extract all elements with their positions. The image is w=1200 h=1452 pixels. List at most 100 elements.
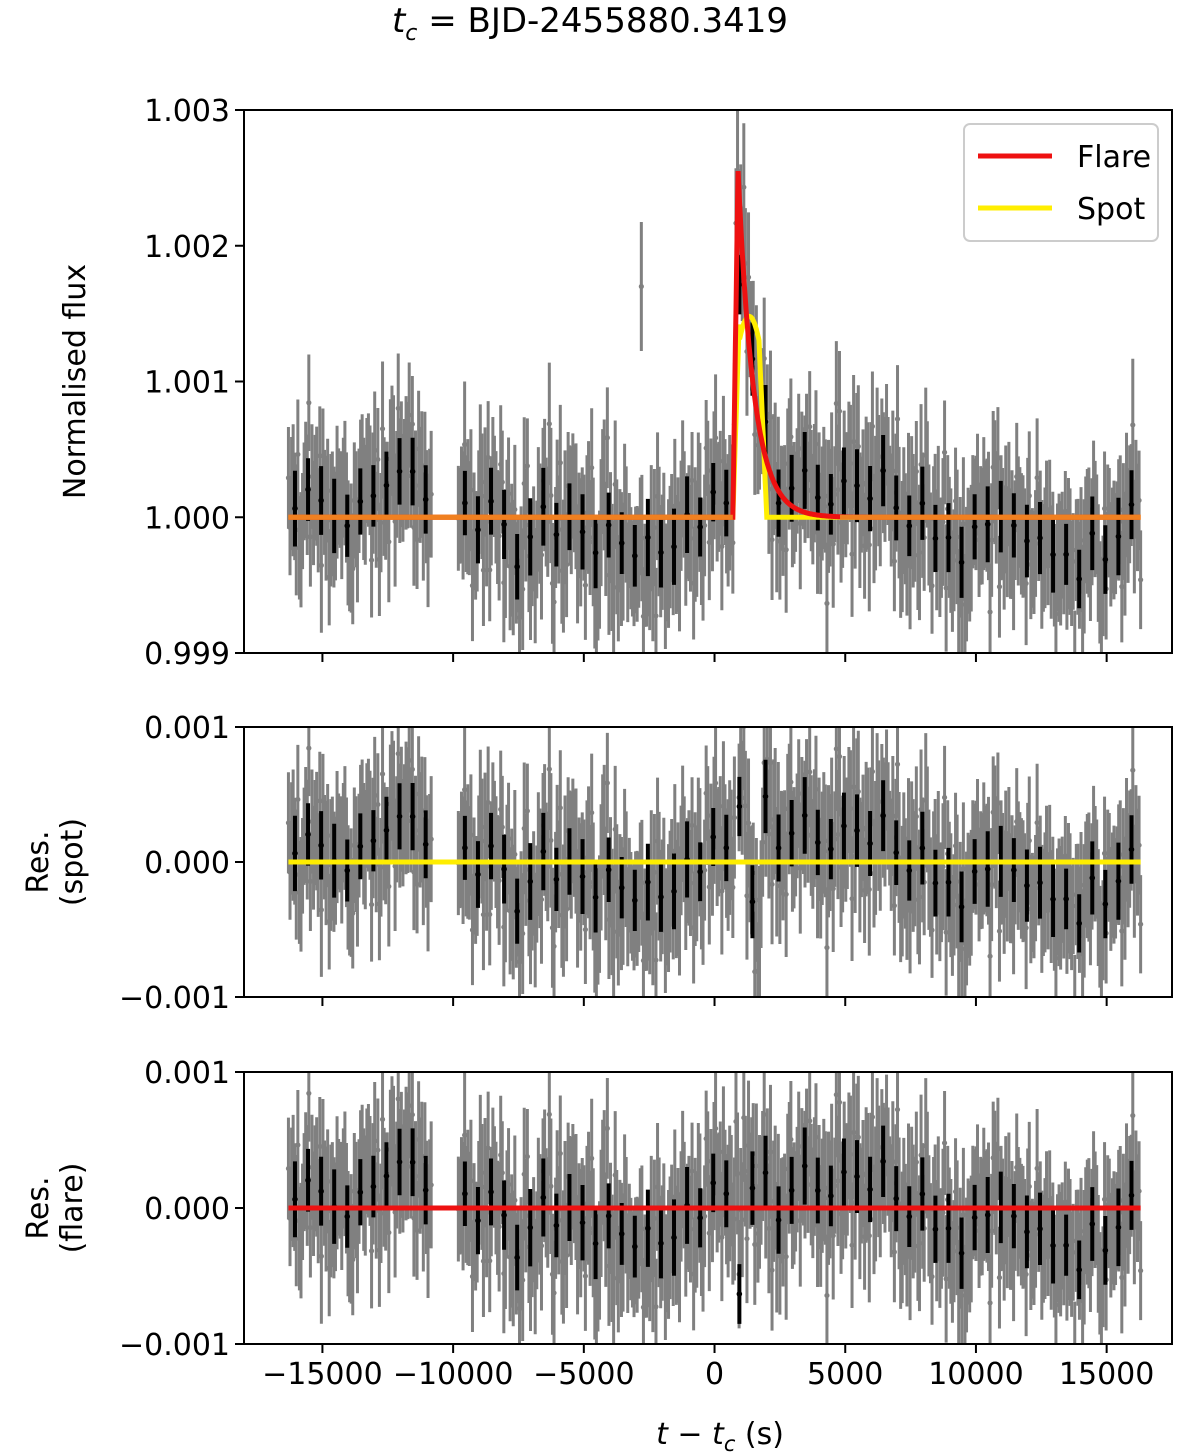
binned-point bbox=[906, 523, 913, 529]
binned-point bbox=[1076, 920, 1082, 927]
raw-point bbox=[379, 1116, 386, 1122]
raw-point bbox=[912, 1212, 918, 1218]
raw-point bbox=[760, 839, 766, 845]
binned-point bbox=[841, 1169, 847, 1175]
raw-point bbox=[538, 552, 545, 558]
binned-point bbox=[605, 522, 612, 528]
y-tick-label: 1.002 bbox=[144, 230, 230, 265]
raw-point bbox=[538, 896, 545, 903]
raw-point bbox=[1119, 928, 1125, 934]
binned-point bbox=[501, 1212, 507, 1218]
raw-point bbox=[987, 1300, 993, 1306]
raw-point bbox=[1119, 1274, 1125, 1281]
y-tick-label: 1.000 bbox=[144, 501, 230, 536]
raw-point bbox=[523, 522, 529, 528]
raw-point bbox=[1070, 558, 1076, 565]
raw-point bbox=[379, 426, 386, 432]
raw-point bbox=[285, 1165, 292, 1172]
raw-point bbox=[563, 1252, 570, 1259]
binned-point bbox=[658, 549, 664, 556]
raw-point bbox=[587, 1225, 593, 1231]
binned-point bbox=[540, 848, 547, 855]
raw-point bbox=[496, 877, 502, 884]
binned-point bbox=[618, 884, 625, 891]
raw-point bbox=[835, 831, 841, 838]
raw-point bbox=[960, 1212, 966, 1218]
binned-point bbox=[801, 812, 808, 819]
raw-point bbox=[557, 460, 563, 466]
xlabel-t1: t bbox=[656, 1417, 669, 1452]
raw-point bbox=[538, 1243, 545, 1249]
binned-point bbox=[592, 894, 599, 901]
binned-point bbox=[958, 904, 965, 910]
binned-point bbox=[383, 827, 390, 834]
binned-point bbox=[488, 843, 494, 849]
x-tick-label: 15000 bbox=[1059, 1357, 1154, 1392]
y-tick-label: 1.001 bbox=[144, 366, 230, 401]
raw-point bbox=[350, 566, 356, 572]
raw-point bbox=[1119, 584, 1125, 590]
raw-point bbox=[479, 1184, 485, 1190]
raw-point bbox=[505, 491, 512, 497]
raw-point bbox=[414, 1227, 420, 1234]
raw-point bbox=[705, 467, 711, 474]
binned-point bbox=[1024, 1229, 1030, 1235]
binned-point bbox=[775, 500, 782, 506]
legend: Flare Spot bbox=[963, 123, 1159, 242]
raw-point bbox=[480, 912, 487, 918]
binned-point bbox=[1063, 896, 1069, 902]
raw-point bbox=[317, 1143, 323, 1150]
binned-point bbox=[462, 500, 468, 506]
raw-point bbox=[582, 582, 588, 588]
raw-point bbox=[769, 881, 775, 887]
binned-point bbox=[854, 482, 860, 489]
binned-point bbox=[775, 845, 782, 851]
binned-point bbox=[488, 498, 494, 505]
raw-point bbox=[505, 1181, 512, 1188]
raw-point bbox=[372, 1138, 378, 1144]
raw-point bbox=[996, 928, 1003, 934]
raw-point bbox=[1053, 1302, 1059, 1308]
binned-point bbox=[658, 1240, 664, 1247]
y-tick-label: 0.000 bbox=[144, 846, 230, 881]
raw-point bbox=[386, 883, 392, 890]
xlabel-minus: − bbox=[668, 1417, 712, 1452]
raw-point bbox=[367, 822, 373, 828]
raw-point bbox=[833, 400, 839, 407]
binned-point bbox=[1050, 1242, 1056, 1249]
raw-point bbox=[604, 1125, 610, 1131]
x-axis-label: t − tc (s) bbox=[656, 1417, 784, 1452]
raw-point bbox=[512, 851, 518, 857]
y-tick-label: −0.001 bbox=[119, 1328, 230, 1363]
binned-point bbox=[422, 496, 429, 503]
binned-point bbox=[1128, 501, 1135, 508]
data-layer bbox=[285, 1072, 1144, 1344]
raw-point bbox=[487, 911, 493, 918]
binned-point bbox=[971, 1214, 978, 1221]
raw-point bbox=[836, 753, 843, 760]
y-tick-label: −0.001 bbox=[119, 981, 230, 1016]
binned-point bbox=[1115, 533, 1122, 540]
raw-point bbox=[524, 463, 530, 469]
binned-point bbox=[945, 1225, 952, 1232]
binned-point bbox=[736, 803, 743, 810]
raw-point bbox=[512, 506, 518, 513]
binned-point bbox=[788, 1187, 795, 1194]
raw-point bbox=[485, 799, 491, 806]
binned-point bbox=[475, 1217, 481, 1224]
raw-point bbox=[406, 1103, 412, 1109]
raw-point bbox=[1101, 850, 1108, 856]
binned-point bbox=[553, 531, 560, 538]
raw-point bbox=[849, 1242, 855, 1248]
raw-point bbox=[832, 1183, 838, 1189]
raw-point bbox=[866, 1233, 872, 1239]
raw-point bbox=[822, 1185, 828, 1191]
raw-point bbox=[788, 1136, 794, 1143]
raw-point bbox=[485, 1145, 491, 1151]
raw-point bbox=[1034, 820, 1040, 826]
binned-point bbox=[1011, 522, 1017, 529]
raw-point bbox=[1032, 1231, 1039, 1237]
raw-point bbox=[1032, 885, 1039, 891]
raw-point bbox=[589, 1155, 595, 1161]
raw-point bbox=[702, 867, 708, 873]
